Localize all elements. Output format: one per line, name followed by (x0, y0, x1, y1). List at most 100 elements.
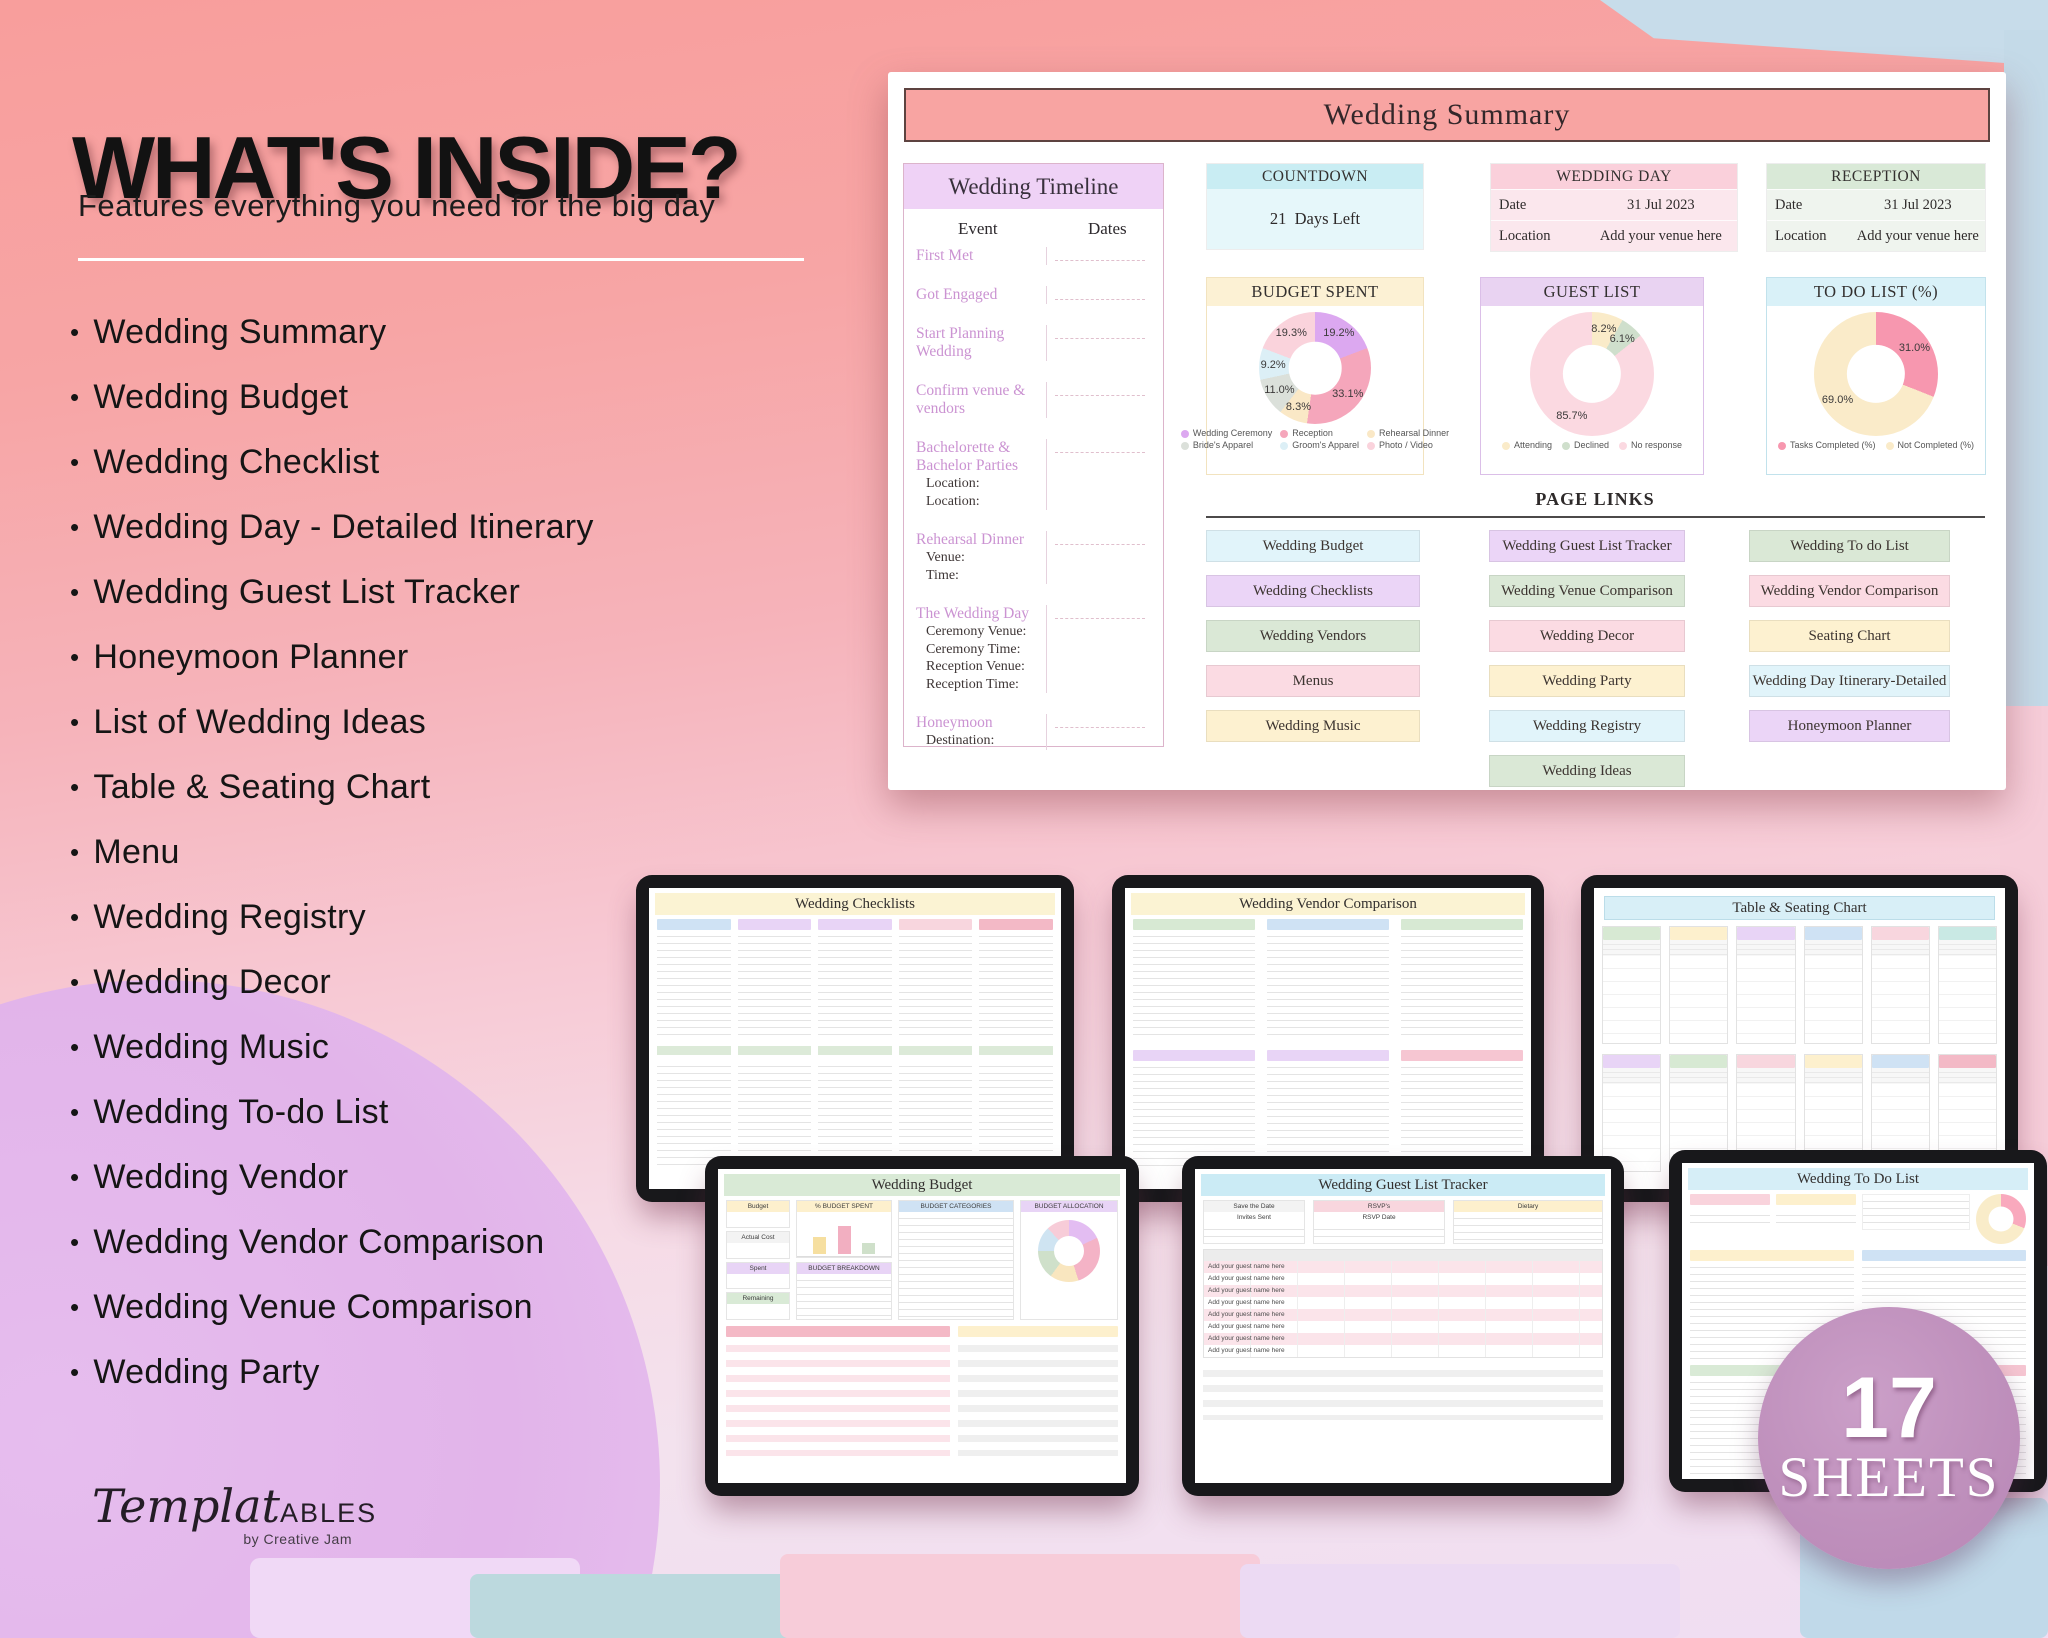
legend-item: Reception (1280, 428, 1359, 439)
wedding-timeline-panel: Wedding Timeline Event Dates First Met Go… (903, 163, 1164, 750)
feature-item: • Wedding Vendor Comparison (70, 1223, 545, 1261)
timeline-event-row: The Wedding Day Ceremony Venue: Ceremony T… (916, 605, 1153, 693)
page-link-button[interactable]: Wedding Vendors (1206, 620, 1420, 652)
background-shape-bottom-lilac2 (1240, 1564, 1680, 1638)
features-list: • Wedding Summary • Wedding Budget • Wedding … (70, 300, 710, 1405)
budget-categories-mini: BUDGET CATEGORIES (898, 1200, 1014, 1320)
wedding-day-widget: WEDDING DAY Date 31 Jul 2023 Location Add y… (1490, 163, 1738, 252)
bullet-icon: • (70, 512, 80, 542)
page-link-button[interactable]: Wedding To do List (1749, 530, 1950, 562)
bullet-icon: • (70, 642, 80, 672)
page-link-button[interactable]: Wedding Vendor Comparison (1749, 575, 1950, 607)
legend-dot-icon (1367, 429, 1376, 438)
timeline-event-name: The Wedding Day (916, 605, 1029, 622)
widget-row: Location Add your venue here (1491, 220, 1737, 251)
donut-slice-label: 85.7% (1556, 409, 1588, 422)
guest-row: Add your guest name here (1204, 1261, 1602, 1273)
bullet-icon: • (70, 1097, 80, 1127)
page-link-button[interactable]: Honeymoon Planner (1749, 710, 1950, 742)
page-link-button[interactable]: Wedding Decor (1489, 620, 1685, 652)
legend-item: Wedding Ceremony (1180, 428, 1272, 439)
logo-byline: by Creative Jam (243, 1531, 352, 1547)
seating-table (1937, 926, 1998, 1044)
bullet-icon: • (70, 967, 80, 997)
timeline-event-name: Rehearsal Dinner (916, 531, 1025, 548)
donut-slice-label: 33.1% (1332, 388, 1364, 401)
page-link-button[interactable]: Wedding Party (1489, 665, 1685, 697)
donut-slice-label: 6.1% (1609, 332, 1635, 345)
donut-slice-label: 8.2% (1591, 323, 1617, 336)
page-link-button[interactable]: Wedding Music (1206, 710, 1420, 742)
bullet-icon: • (70, 1032, 80, 1062)
timeline-date-line (1054, 286, 1146, 300)
timeline-event-name: Got Engaged (916, 286, 998, 303)
badge-label: SHEETS (1778, 1446, 2000, 1509)
legend-item: Groom's Apparel (1280, 440, 1359, 451)
timeline-event-name: Honeymoon (916, 714, 993, 731)
legend-dot-icon (1367, 441, 1376, 450)
sheet-title-bar: Wedding Summary (904, 88, 1990, 142)
page-link-button[interactable]: Wedding Ideas (1489, 755, 1685, 787)
seating-table (1602, 926, 1662, 1044)
feature-item: • Wedding Vendor (70, 1158, 349, 1196)
legend-dot-icon (1777, 441, 1786, 450)
seating-table (1669, 926, 1729, 1044)
vendor-section (1267, 1050, 1389, 1171)
guest-list-donut: 8.2% 6.1% 85.7% (1530, 312, 1654, 436)
timeline-events: First Met Got Engaged Start Planning Weddi… (904, 243, 1163, 750)
timeline-event-sublabel: Time: (926, 567, 959, 583)
checklist-columns (649, 919, 1061, 1171)
timeline-event-sublabel: Destination: (926, 733, 995, 748)
page-link-button[interactable]: Wedding Registry (1489, 710, 1685, 742)
legend-dot-icon (1180, 441, 1189, 450)
budget-spent-legend: Wedding Ceremony Reception Rehearsal Dinne… (1180, 428, 1449, 451)
timeline-event-name: Bachelorette & Bachelor Parties (916, 439, 1019, 474)
legend-item: No response (1619, 440, 1682, 451)
page-link-button[interactable]: Wedding Guest List Tracker (1489, 530, 1685, 562)
page-link-button[interactable]: Wedding Budget (1206, 530, 1420, 562)
tablet-screen: Wedding Vendor Comparison (1125, 888, 1531, 1189)
todo-list-title: TO DO LIST (%) (1767, 278, 1985, 306)
seating-table (1803, 926, 1863, 1044)
bullet-icon: • (70, 772, 80, 802)
feature-item: • Wedding Venue Comparison (70, 1288, 533, 1326)
page-links-divider (1206, 516, 1985, 518)
timeline-event-row: Start Planning Wedding (916, 325, 1153, 361)
background-shape-bottom-teal (470, 1574, 810, 1638)
tablet-sheet-title: Wedding Vendor Comparison (1131, 893, 1525, 915)
background-shape-top-right-blue (1600, 0, 2048, 66)
page-links-column-1: Wedding Budget Wedding Checklists Wedding … (1206, 530, 1420, 742)
page-link-button[interactable]: Wedding Checklists (1206, 575, 1420, 607)
timeline-col-event: Event (957, 219, 998, 238)
seating-table (1736, 926, 1796, 1044)
brand-logo: TemplatABLES by Creative Jam (92, 1483, 375, 1547)
guest-row: Add your guest name here (1204, 1273, 1602, 1285)
donut-slice-label: 8.3% (1285, 400, 1311, 413)
timeline-event-row: Bachelorette & Bachelor Parties Location:… (916, 439, 1153, 510)
bullet-icon: • (70, 1357, 80, 1387)
logo-caps-text: ABLES (280, 1498, 378, 1528)
tablet-sheet-title: Wedding To Do List (1688, 1168, 2028, 1190)
tablet-screen: Table & Seating Chart (1594, 888, 2005, 1189)
page-link-button[interactable]: Wedding Venue Comparison (1489, 575, 1685, 607)
page-link-button[interactable]: Seating Chart (1749, 620, 1950, 652)
seating-table (1870, 926, 1930, 1044)
tablet-wedding-checklists: Wedding Checklists (636, 875, 1074, 1202)
wedding-day-title: WEDDING DAY (1491, 164, 1737, 189)
timeline-event-row: Rehearsal Dinner Venue: Time: (916, 531, 1153, 584)
feature-item: • Wedding Summary (70, 313, 387, 351)
bullet-icon: • (70, 707, 80, 737)
timeline-col-dates: Dates (1087, 219, 1127, 238)
feature-item: • Wedding Decor (70, 963, 332, 1001)
vendor-section (1267, 919, 1389, 1040)
legend-dot-icon (1280, 429, 1289, 438)
tablet-wedding-guest-list-tracker: Wedding Guest List Tracker Save the Date… (1182, 1156, 1624, 1496)
donut-slice-label: 19.2% (1323, 327, 1355, 340)
page-subtitle: Features everything you need for the big… (78, 188, 716, 223)
timeline-event-name: Confirm venue & vendors (916, 382, 1026, 417)
budget-spent-title: BUDGET SPENT (1207, 278, 1423, 306)
page-link-button[interactable]: Wedding Day Itinerary-Detailed (1749, 665, 1950, 697)
timeline-event-sublabel: Ceremony Time: (926, 641, 1021, 657)
page-link-button[interactable]: Menus (1206, 665, 1420, 697)
legend-dot-icon (1280, 441, 1289, 450)
